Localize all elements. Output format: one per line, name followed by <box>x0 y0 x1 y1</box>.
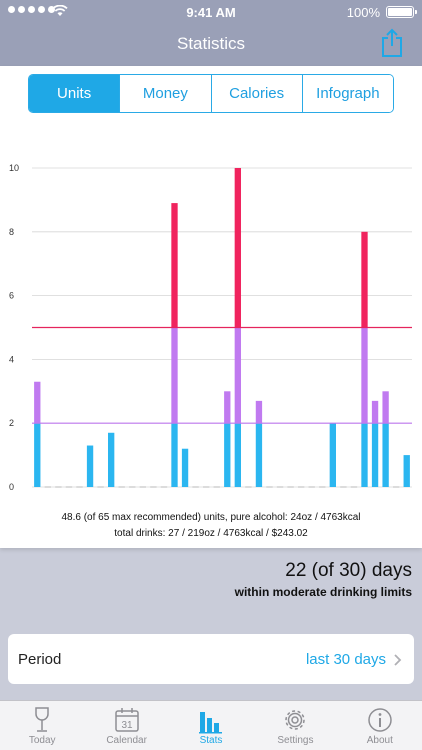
bar-low <box>224 423 231 487</box>
period-row[interactable]: Period last 30 days <box>8 634 414 684</box>
status-bar: 9:41 AM 100% <box>0 0 422 24</box>
bar-moderate <box>382 391 389 424</box>
bar-low <box>255 423 263 487</box>
signal-icon <box>8 6 55 13</box>
calendar-icon-day: 31 <box>121 720 133 731</box>
segment-infograph[interactable]: Infograph <box>302 75 393 112</box>
info-icon <box>368 708 392 732</box>
tab-about-label: About <box>366 735 393 746</box>
bar-low <box>234 423 241 487</box>
bar-high <box>234 168 241 328</box>
bar-moderate <box>371 400 379 424</box>
bar-moderate <box>171 327 178 424</box>
nav-bar: Statistics <box>0 24 422 66</box>
wifi-icon <box>52 5 68 16</box>
chart-grid <box>32 167 412 488</box>
stats-panel: Units Money Calories Infograph 0 2 4 6 8 10 4… <box>0 66 422 548</box>
bar-moderate <box>255 400 263 424</box>
calendar-icon: 31 <box>114 708 139 732</box>
moderate-days: 22 (of 30) days within moderate drinking… <box>235 560 412 599</box>
tab-stats[interactable]: Stats <box>169 701 253 750</box>
days-headline: 22 (of 30) days <box>285 560 412 581</box>
bar-low <box>382 423 389 487</box>
segment-money[interactable]: Money <box>120 75 212 112</box>
segment-control: Units Money Calories Infograph <box>28 74 394 113</box>
y-tick-label: 6 <box>9 291 14 301</box>
y-tick-label: 8 <box>9 227 14 237</box>
share-icon[interactable] <box>380 28 404 58</box>
gear-icon <box>285 710 306 730</box>
bar-moderate <box>234 327 241 424</box>
tab-settings-label: Settings <box>277 735 314 746</box>
bar-chart-icon <box>199 712 223 734</box>
tab-stats-label: Stats <box>199 735 223 746</box>
glass-icon <box>35 707 49 732</box>
y-tick-label: 0 <box>9 482 14 492</box>
tab-calendar[interactable]: 31 Calendar <box>84 701 168 750</box>
y-axis-ticks: 0 2 4 6 8 10 <box>9 163 19 492</box>
summary-totals: total drinks: 27 / 219oz / 4763kcal / $2… <box>114 528 308 539</box>
bar-low <box>329 423 336 487</box>
bar-low <box>108 432 115 487</box>
days-subline: within moderate drinking limits <box>234 585 412 599</box>
tab-calendar-label: Calendar <box>106 735 147 746</box>
bar-low <box>181 448 189 487</box>
status-time: 9:41 AM <box>186 5 236 20</box>
bar-low <box>361 423 368 487</box>
bar-low <box>403 455 410 487</box>
tab-today[interactable]: Today <box>0 701 84 750</box>
segment-calories[interactable]: Calories <box>211 75 303 112</box>
bar-low <box>171 423 178 487</box>
battery-percent: 100% <box>346 5 380 20</box>
tab-today-label: Today <box>28 735 56 746</box>
period-label: Period <box>18 651 62 668</box>
bar-low <box>34 423 41 487</box>
y-tick-label: 10 <box>9 163 19 173</box>
tab-about[interactable]: About <box>338 701 422 750</box>
bar-moderate <box>224 391 231 424</box>
tab-bar: Today 31 Calendar Stats Settings <box>0 700 422 750</box>
y-tick-label: 4 <box>9 354 14 364</box>
page-title: Statistics <box>176 34 246 53</box>
bar-moderate <box>361 327 368 424</box>
battery-icon <box>386 6 417 18</box>
bar-high <box>171 203 178 328</box>
segment-units[interactable]: Units <box>29 75 121 112</box>
period-value: last 30 days <box>305 651 386 668</box>
bar-low <box>86 445 94 487</box>
bar-low <box>371 423 379 487</box>
bar-moderate <box>34 381 41 424</box>
bar-high <box>361 231 368 328</box>
units-chart: 0 2 4 6 8 10 <box>9 163 412 492</box>
chart-bars <box>34 168 410 488</box>
summary-units: 48.6 (of 65 max recommended) units, pure… <box>61 512 361 523</box>
limit-lines <box>32 326 412 424</box>
y-tick-label: 2 <box>9 418 14 428</box>
chevron-right-icon <box>394 654 402 666</box>
tab-settings[interactable]: Settings <box>253 701 337 750</box>
